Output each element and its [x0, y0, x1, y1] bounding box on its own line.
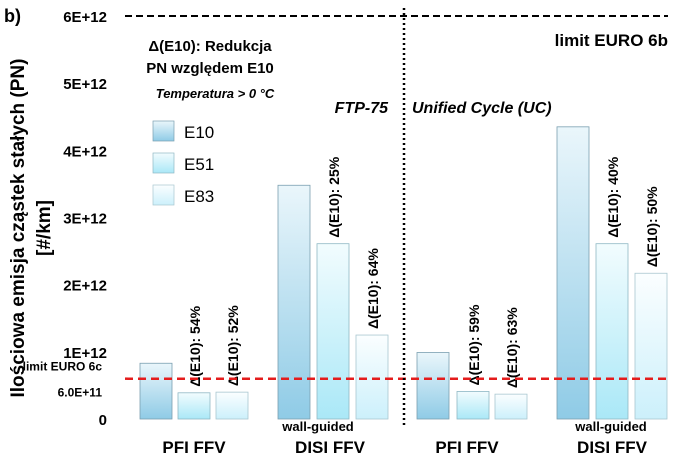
bar-e83 [355, 334, 389, 420]
legend-label-e10: E10 [184, 123, 214, 142]
bar-e83 [634, 272, 668, 420]
group-label-pfi-uc: PFI FFV [435, 438, 499, 457]
y-tick-label: 3E+12 [63, 211, 107, 228]
bar-e10 [277, 184, 311, 420]
legend-label-e51: E51 [184, 155, 214, 174]
legend-swatch-e83 [152, 184, 175, 206]
y-tick-labels: 0 1E+12 2E+12 3E+12 4E+12 5E+12 6E+12 [63, 9, 107, 429]
y-tick-label: 1E+12 [63, 345, 107, 362]
y-axis-unit: [#/km] [34, 200, 55, 256]
group-label-disi-ftp: DISI FFV [295, 438, 366, 457]
delta-label: Δ(E10): 50% [644, 186, 660, 267]
y-tick-label: 4E+12 [63, 143, 107, 160]
group-note-disi-ftp: wall-guided [281, 419, 354, 434]
annotation-line-1: Δ(E10): Redukcja [148, 38, 272, 55]
cycle-label-uc: Unified Cycle (UC) [412, 100, 552, 117]
y-tick-label: 2E+12 [63, 278, 107, 295]
y-tick-label: 6E+12 [63, 9, 107, 26]
bars [139, 126, 668, 420]
delta-label: Δ(E10): 64% [365, 248, 381, 329]
cycle-label-ftp75: FTP-75 [335, 100, 389, 117]
bar-e10 [416, 352, 450, 420]
bar-e10 [139, 362, 173, 420]
bar-e83 [215, 391, 249, 420]
delta-label: Δ(E10): 63% [504, 307, 520, 388]
legend-swatch-e51 [152, 152, 175, 174]
bar-e83 [494, 393, 528, 420]
legend: E10 E51 E83 [152, 120, 214, 206]
group-label-disi-uc: DISI FFV [577, 438, 648, 457]
limit-euro-6c-label: limit EURO 6c [23, 360, 103, 374]
legend-swatch-e10 [152, 120, 175, 142]
delta-label: Δ(E10): 25% [326, 156, 342, 237]
annotation-note: Temperatura > 0 °C [156, 86, 275, 101]
annotation-line-2: PN względem E10 [146, 60, 274, 77]
delta-labels: Δ(E10): 54% Δ(E10): 52% Δ(E10): 25% Δ(E10):… [187, 156, 660, 388]
delta-label: Δ(E10): 59% [466, 304, 482, 385]
y-tick-label: 0 [99, 412, 107, 429]
delta-label: Δ(E10): 54% [187, 305, 203, 386]
limit-euro-6b-label: limit EURO 6b [555, 31, 668, 50]
panel-label: b) [4, 6, 21, 26]
bar-e51 [177, 392, 211, 420]
limit-euro-6c-value: 6.0E+11 [58, 386, 103, 400]
y-axis-title: Ilościowa emisja cząstek stałych (PN) [8, 59, 29, 398]
y-tick-label: 5E+12 [63, 76, 107, 93]
group-label-pfi-ftp: PFI FFV [162, 438, 226, 457]
group-note-disi-uc: wall-guided [574, 419, 647, 434]
bar-e51 [595, 243, 629, 420]
legend-label-e83: E83 [184, 187, 214, 206]
delta-label: Δ(E10): 52% [225, 305, 241, 386]
bar-e51 [456, 391, 490, 420]
bar-e51 [316, 243, 350, 420]
bar-e10 [556, 126, 590, 420]
delta-label: Δ(E10): 40% [605, 156, 621, 237]
